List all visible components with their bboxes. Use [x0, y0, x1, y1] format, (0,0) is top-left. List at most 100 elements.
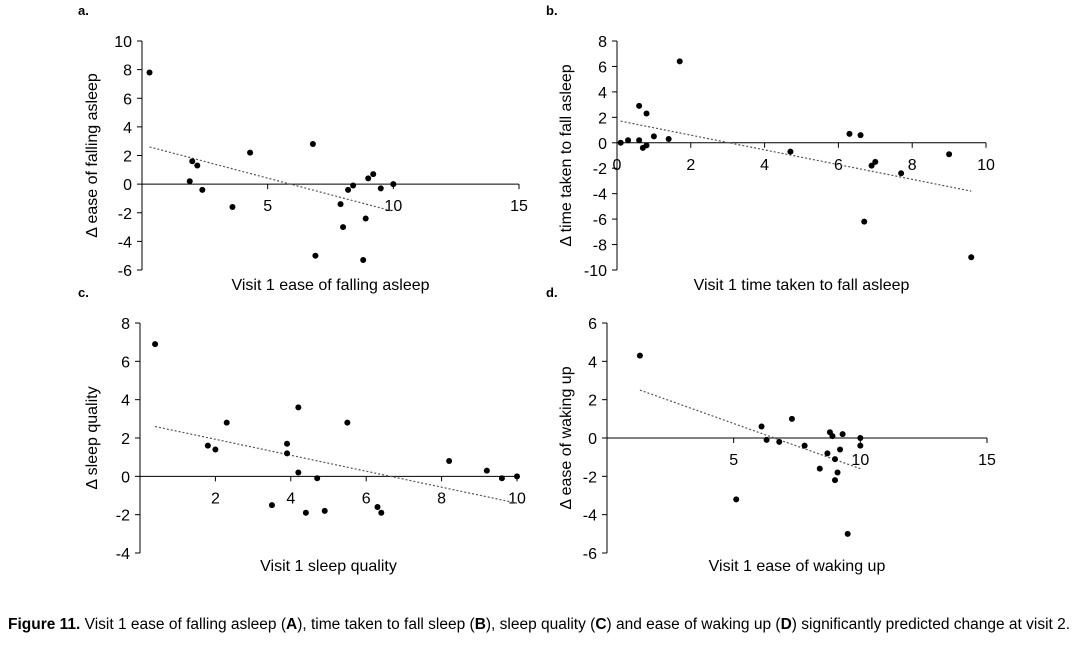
x-tick-label: 2: [211, 490, 220, 507]
data-point: [446, 458, 453, 464]
data-point: [146, 69, 153, 76]
x-axis-label: Visit 1 time taken to fall asleep: [694, 277, 910, 294]
data-point: [212, 446, 219, 453]
data-point: [344, 419, 351, 426]
x-axis-label: Visit 1 sleep quality: [260, 558, 397, 575]
y-tick-label: -4: [593, 187, 607, 204]
data-point: [665, 135, 672, 142]
data-point: [186, 178, 193, 185]
y-tick-label: -10: [584, 263, 607, 280]
caption-panel-b: B: [474, 616, 486, 633]
data-point: [872, 158, 879, 165]
data-point: [946, 151, 953, 158]
data-point: [837, 446, 844, 453]
data-point: [758, 423, 765, 430]
y-axis-label: Δ ease of falling asleep: [84, 73, 101, 238]
y-tick-label: 8: [123, 63, 132, 80]
data-point: [636, 102, 643, 109]
data-point: [898, 170, 905, 177]
y-tick-label: -2: [583, 469, 597, 486]
y-tick-label: 10: [114, 34, 132, 51]
y-tick-label: -2: [593, 161, 607, 178]
y-tick-label: 4: [598, 85, 607, 102]
data-point: [302, 509, 309, 516]
data-point: [617, 139, 624, 146]
data-point: [223, 419, 230, 426]
data-point: [625, 137, 632, 144]
y-axis-label: Δ time taken to fall asleep: [558, 64, 575, 246]
caption-text-4: ) and ease of waking up (: [606, 616, 781, 633]
y-tick-label: -8: [593, 238, 607, 255]
figure-panels: a. -6 -4 -2 0 2 4 6 8 10 5 10 15 Visit 1 ease of fall…: [78, 3, 996, 575]
panel-label: b.: [546, 3, 558, 18]
data-point: [199, 186, 206, 193]
y-tick-label: 0: [123, 177, 132, 194]
y-tick-label: 8: [598, 34, 607, 51]
y-tick-label: 6: [588, 316, 597, 333]
data-point: [390, 181, 397, 188]
x-tick-label: 8: [437, 490, 446, 507]
x-axis-label: Visit 1 ease of waking up: [709, 558, 886, 575]
y-tick-label: -4: [116, 546, 130, 563]
data-point: [844, 530, 851, 537]
data-point: [636, 352, 643, 359]
data-point: [194, 162, 201, 169]
panel-label: a.: [78, 3, 89, 18]
y-tick-label: 4: [123, 120, 132, 137]
data-point: [312, 252, 319, 259]
data-point: [824, 450, 831, 457]
data-point: [374, 504, 381, 510]
data-point: [816, 465, 823, 472]
x-tick-label: 0: [613, 157, 622, 174]
data-point: [345, 186, 352, 193]
y-tick-label: 4: [121, 393, 130, 410]
y-tick-label: -2: [116, 508, 130, 525]
data-point: [360, 256, 367, 263]
data-point: [309, 141, 316, 148]
data-point: [295, 469, 302, 476]
data-point: [676, 58, 683, 65]
data-point: [284, 450, 291, 457]
data-point: [968, 254, 975, 261]
y-tick-label: -6: [593, 212, 607, 229]
y-axis-label: Δ sleep quality: [84, 386, 101, 489]
data-point: [832, 477, 838, 484]
data-point: [295, 404, 302, 411]
data-point: [247, 149, 254, 156]
y-tick-label: 2: [123, 149, 132, 166]
panel-label: d.: [546, 285, 558, 300]
trendline: [154, 425, 518, 504]
data-point: [839, 431, 846, 438]
data-point: [787, 148, 794, 155]
panel-a: a. -6 -4 -2 0 2 4 6 8 10 5 10 15 Visit 1 ease of fall…: [78, 3, 528, 294]
trendline: [639, 389, 861, 470]
panel-b: b. -10 -8 -6 -4 -2 0 2 4 6 8 0 2 4 6 8 10 Visit 1 time ta…: [546, 3, 995, 294]
data-point: [832, 456, 838, 463]
data-point: [857, 435, 864, 441]
figure-caption: Figure 11. Visit 1 ease of falling aslee…: [8, 614, 1072, 636]
trendline: [620, 120, 972, 192]
data-point: [829, 433, 836, 440]
caption-text-3: ), sleep quality (: [485, 616, 596, 633]
data-point: [733, 496, 740, 503]
x-tick-label: 10: [508, 490, 526, 507]
y-tick-label: 2: [121, 431, 130, 448]
data-point: [314, 475, 321, 482]
x-tick-label: 15: [510, 198, 528, 215]
caption-label: Figure 11.: [8, 616, 81, 633]
x-tick-label: 5: [729, 452, 738, 469]
data-point: [801, 442, 808, 449]
data-point: [268, 502, 275, 509]
data-point: [378, 509, 385, 516]
x-tick-label: 5: [263, 198, 272, 215]
y-tick-label: 6: [123, 91, 132, 108]
data-point: [846, 130, 853, 137]
data-point: [377, 185, 384, 192]
data-point: [152, 341, 159, 348]
data-point: [365, 175, 372, 182]
y-tick-label: 4: [588, 354, 597, 371]
data-point: [643, 142, 650, 149]
y-tick-label: 0: [121, 469, 130, 486]
x-tick-label: 6: [362, 490, 371, 507]
y-tick-label: -4: [583, 508, 597, 525]
